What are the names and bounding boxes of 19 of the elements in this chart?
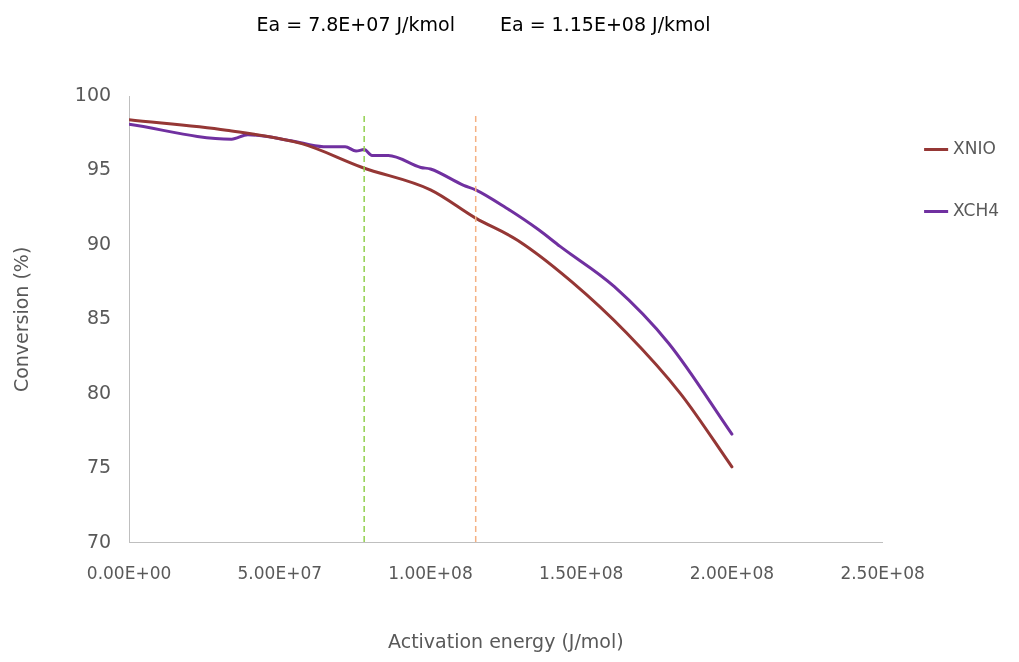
legend-label: XCH4 bbox=[953, 199, 1000, 220]
text: Ea = 7.8E+07 J/kmol bbox=[256, 12, 455, 35]
x-tick-label: 1.50E+08 bbox=[538, 563, 624, 584]
y-tick-label: 80 bbox=[86, 380, 112, 403]
y-tick-label: 85 bbox=[86, 306, 112, 329]
y-tick-label: 95 bbox=[86, 157, 112, 180]
y-tick-label: 100 bbox=[74, 82, 112, 105]
x-tick-label: 1.00E+08 bbox=[388, 563, 473, 584]
x-tick-label: 2.00E+08 bbox=[689, 563, 775, 584]
y-tick-label: 90 bbox=[86, 231, 112, 254]
text: Ea = 1.15E+08 J/kmol bbox=[499, 12, 711, 35]
x-tick-label: 0.00E+00 bbox=[86, 563, 172, 584]
x-tick-label: 5.00E+07 bbox=[237, 563, 323, 584]
y-axis-title: Conversion (%) bbox=[10, 246, 33, 393]
y-tick-label: 75 bbox=[86, 455, 112, 478]
x-tick-label: 2.50E+08 bbox=[840, 563, 925, 584]
x-axis-title: Activation energy (J/mol) bbox=[388, 629, 624, 652]
y-tick-label: 70 bbox=[86, 529, 112, 552]
legend-label: XNIO bbox=[953, 137, 996, 158]
